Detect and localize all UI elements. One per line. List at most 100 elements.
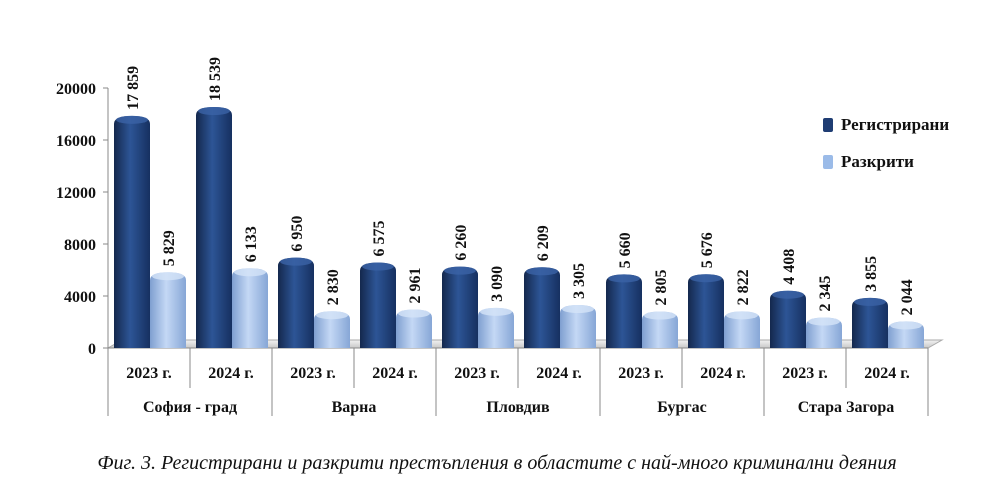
- data-label-text: 5 660: [617, 232, 634, 268]
- data-label-solved: 6 133: [241, 218, 260, 266]
- data-label-text: 3 090: [489, 266, 506, 302]
- data-label-bg: [779, 240, 798, 288]
- data-label-registered: 17 859: [123, 57, 142, 113]
- data-label-bg: [697, 224, 716, 272]
- data-label-registered: 3 855: [861, 247, 880, 295]
- data-label-bg: [369, 212, 388, 260]
- data-label-text: 6 260: [453, 225, 470, 261]
- data-label-registered: 5 660: [615, 224, 634, 272]
- legend-swatch-solved: [823, 155, 833, 169]
- figure-caption: Фиг. 3. Регистрирани и разкрити престъпл…: [97, 452, 897, 474]
- bar-registered-top: [526, 267, 558, 276]
- bar-solved-top: [152, 272, 184, 281]
- bar-registered-top: [280, 257, 312, 266]
- bar-solved-top: [316, 311, 348, 320]
- category-label: 2023 г.: [126, 365, 171, 382]
- y-tick-label: 16000: [56, 133, 96, 150]
- data-label-registered: 6 260: [451, 216, 470, 264]
- region-label: Бургас: [657, 399, 706, 416]
- y-tick-label: 8000: [64, 237, 96, 254]
- bar-solved-top: [890, 321, 922, 330]
- category-label: 2023 г.: [454, 365, 499, 382]
- bar-solved: [560, 305, 596, 348]
- data-label-text: 2 830: [325, 269, 342, 305]
- data-label-registered: 5 676: [697, 224, 716, 272]
- bar-registered-top: [198, 106, 230, 115]
- data-label-solved: 2 805: [651, 261, 670, 309]
- bar-registered: [852, 297, 888, 348]
- data-label-text: 2 822: [735, 269, 752, 305]
- bar-solved: [396, 309, 432, 348]
- data-label-bg: [615, 224, 634, 272]
- data-label-bg: [569, 255, 588, 303]
- bar-solved-top: [644, 311, 676, 320]
- y-tick-label: 0: [88, 341, 96, 358]
- bar-registered-top: [772, 290, 804, 299]
- legend-item-registered: Регистрирани: [823, 113, 949, 137]
- bar-registered: [360, 262, 396, 348]
- data-label-text: 18 539: [207, 57, 224, 101]
- data-label-registered: 6 575: [369, 212, 388, 260]
- data-label-bg: [533, 217, 552, 265]
- data-label-registered: 6 209: [533, 217, 552, 265]
- data-label-bg: [159, 222, 178, 270]
- bar-solved: [642, 311, 678, 348]
- category-label: 2023 г.: [290, 365, 335, 382]
- bar-registered: [606, 274, 642, 348]
- bar-solved: [724, 311, 760, 348]
- data-label-text: 5 676: [699, 232, 716, 268]
- data-label-bg: [733, 261, 752, 309]
- data-label-registered: 18 539: [205, 48, 224, 104]
- data-label-text: 6 575: [371, 221, 388, 257]
- data-label-registered: 4 408: [779, 240, 798, 288]
- category-label: 2024 г.: [864, 365, 909, 382]
- data-label-solved: 2 830: [323, 261, 342, 309]
- bar-registered: [196, 106, 232, 348]
- category-label: 2023 г.: [782, 365, 827, 382]
- data-label-text: 3 855: [863, 256, 880, 292]
- data-label-bg: [651, 261, 670, 309]
- data-label-bg: [405, 259, 424, 307]
- category-label: 2024 г.: [700, 365, 745, 382]
- data-label-bg: [323, 261, 342, 309]
- data-label-text: 6 133: [243, 226, 260, 262]
- data-label-bg: [897, 271, 916, 319]
- data-label-text: 17 859: [125, 66, 142, 110]
- data-label-bg: [487, 257, 506, 305]
- region-label: Пловдив: [486, 399, 550, 416]
- bar-registered-top: [608, 274, 640, 283]
- legend-label-solved: Разкрити: [841, 152, 914, 171]
- category-label: 2024 г.: [536, 365, 581, 382]
- bar-solved-top: [480, 307, 512, 316]
- bar-solved: [806, 317, 842, 348]
- bar-solved: [150, 272, 186, 348]
- bar-registered: [688, 274, 724, 348]
- bar-registered-top: [444, 266, 476, 275]
- bar-registered-top: [362, 262, 394, 271]
- bar-registered-top: [690, 274, 722, 283]
- data-label-solved: 2 345: [815, 267, 834, 315]
- bar-registered-top: [854, 297, 886, 306]
- data-label-text: 2 805: [653, 270, 670, 306]
- data-label-text: 6 209: [535, 225, 552, 261]
- data-label-solved: 5 829: [159, 222, 178, 270]
- data-label-text: 2 044: [899, 279, 916, 315]
- data-label-bg: [123, 57, 142, 113]
- category-label: 2024 г.: [372, 365, 417, 382]
- bar-solved-top: [398, 309, 430, 318]
- bar-solved: [232, 268, 268, 348]
- bar-solved: [478, 307, 514, 348]
- data-label-solved: 3 090: [487, 257, 506, 305]
- region-label: Варна: [332, 399, 377, 416]
- region-label: София - град: [143, 399, 237, 416]
- data-label-solved: 2 961: [405, 259, 424, 307]
- y-tick-label: 12000: [56, 185, 96, 202]
- data-label-text: 3 305: [571, 263, 588, 299]
- data-label-text: 2 961: [407, 268, 424, 304]
- data-label-bg: [205, 48, 224, 104]
- data-label-solved: 2 044: [897, 271, 916, 319]
- bar-registered: [278, 257, 314, 348]
- legend: Регистрирани Разкрити: [823, 113, 949, 187]
- data-label-text: 4 408: [781, 249, 798, 285]
- bar-registered: [524, 267, 560, 348]
